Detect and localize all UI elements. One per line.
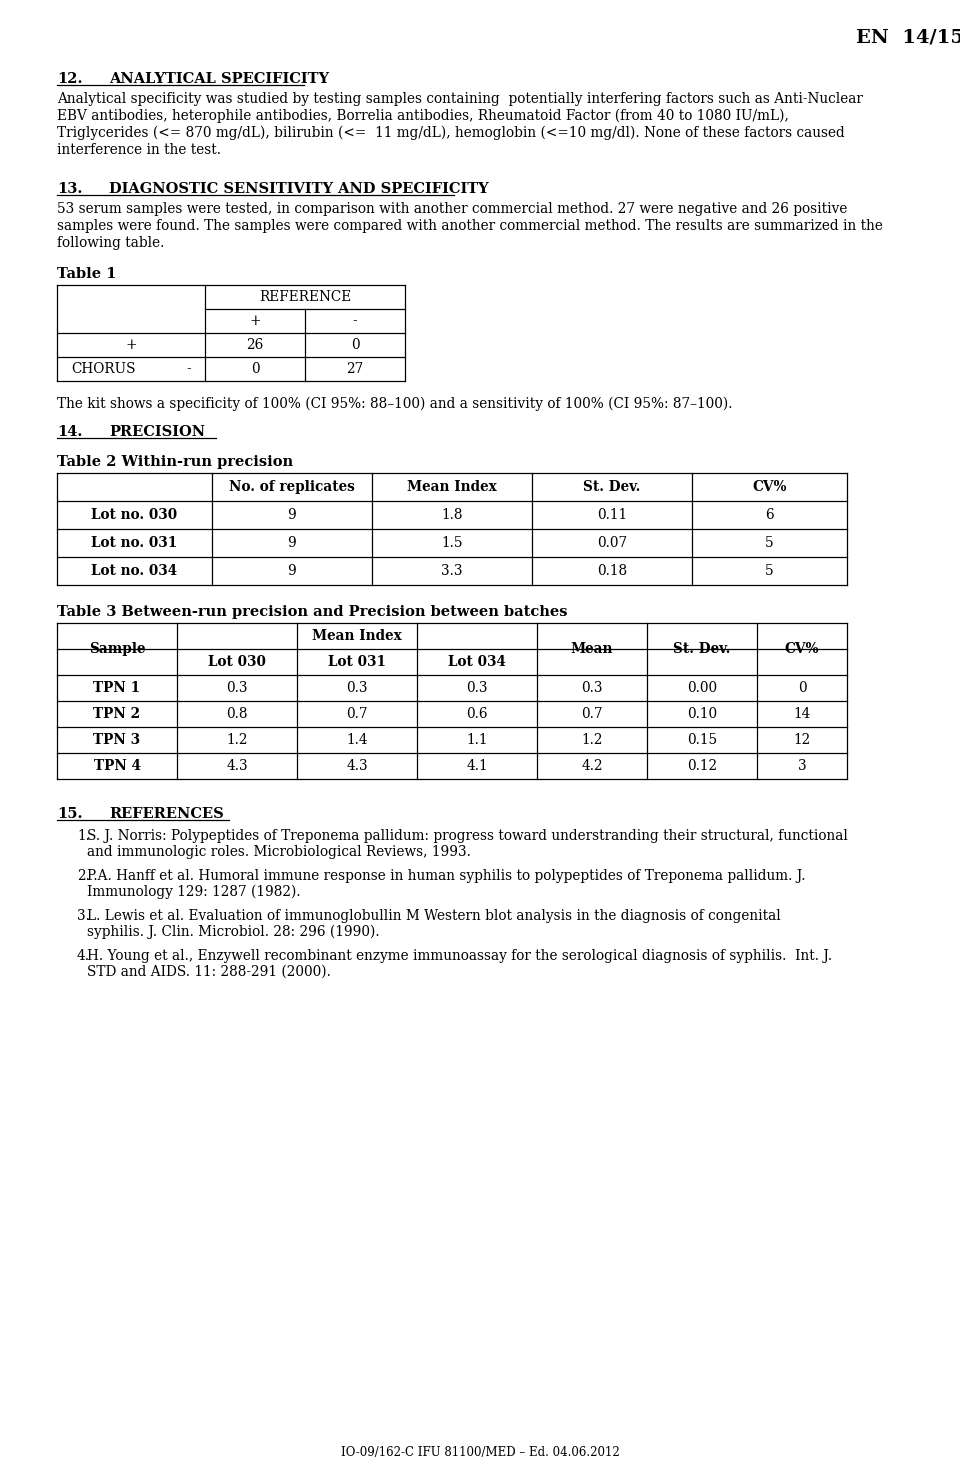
Text: 0.7: 0.7 xyxy=(581,707,603,721)
Text: 0.3: 0.3 xyxy=(467,682,488,695)
Text: samples were found. The samples were compared with another commercial method. Th: samples were found. The samples were com… xyxy=(57,218,883,233)
Text: REFERENCES: REFERENCES xyxy=(109,806,224,821)
Text: 2.: 2. xyxy=(77,869,90,883)
Text: TPN 4: TPN 4 xyxy=(93,759,140,773)
Text: 0.3: 0.3 xyxy=(347,682,368,695)
Text: Mean Index: Mean Index xyxy=(407,479,497,494)
Text: ANALYTICAL SPECIFICITY: ANALYTICAL SPECIFICITY xyxy=(109,72,329,86)
Text: St. Dev.: St. Dev. xyxy=(584,479,640,494)
Text: -: - xyxy=(186,362,191,375)
Text: S. J. Norris: Polypeptides of Treponema pallidum: progress toward understranding: S. J. Norris: Polypeptides of Treponema … xyxy=(87,828,848,843)
Text: P.A. Hanff et al. Humoral immune response in human syphilis to polypeptides of T: P.A. Hanff et al. Humoral immune respons… xyxy=(87,869,805,883)
Text: and immunologic roles. Microbiological Reviews, 1993.: and immunologic roles. Microbiological R… xyxy=(87,844,470,859)
Text: 4.3: 4.3 xyxy=(227,759,248,773)
Text: 0.11: 0.11 xyxy=(597,509,627,522)
Text: 1.1: 1.1 xyxy=(467,733,488,748)
Text: Lot no. 034: Lot no. 034 xyxy=(91,564,178,578)
Text: 9: 9 xyxy=(288,537,297,550)
Text: Analytical specificity was studied by testing samples containing  potentially in: Analytical specificity was studied by te… xyxy=(57,92,863,106)
Text: 0: 0 xyxy=(350,339,359,352)
Text: 0: 0 xyxy=(798,682,806,695)
Text: syphilis. J. Clin. Microbiol. 28: 296 (1990).: syphilis. J. Clin. Microbiol. 28: 296 (1… xyxy=(87,925,379,940)
Text: St. Dev.: St. Dev. xyxy=(673,642,731,655)
Text: interference in the test.: interference in the test. xyxy=(57,144,221,157)
Text: 9: 9 xyxy=(288,509,297,522)
Text: Lot no. 030: Lot no. 030 xyxy=(91,509,178,522)
Text: 3.3: 3.3 xyxy=(442,564,463,578)
Text: Immunology 129: 1287 (1982).: Immunology 129: 1287 (1982). xyxy=(87,885,300,899)
Text: 0.00: 0.00 xyxy=(687,682,717,695)
Text: 0.18: 0.18 xyxy=(597,564,627,578)
Text: STD and AIDS. 11: 288-291 (2000).: STD and AIDS. 11: 288-291 (2000). xyxy=(87,965,331,979)
Text: Mean: Mean xyxy=(571,642,613,655)
Text: 12: 12 xyxy=(793,733,810,748)
Text: CV%: CV% xyxy=(753,479,787,494)
Text: PRECISION: PRECISION xyxy=(109,425,205,438)
Text: IO-09/162-C IFU 81100/MED – Ed. 04.06.2012: IO-09/162-C IFU 81100/MED – Ed. 04.06.20… xyxy=(341,1445,619,1459)
Text: 4.3: 4.3 xyxy=(347,759,368,773)
Text: 1.2: 1.2 xyxy=(227,733,248,748)
Text: CHORUS: CHORUS xyxy=(71,362,135,375)
Text: Mean Index: Mean Index xyxy=(312,629,402,644)
Text: 0.7: 0.7 xyxy=(347,707,368,721)
Text: Triglycerides (<= 870 mg/dL), bilirubin (<=  11 mg/dL), hemoglobin (<=10 mg/dl).: Triglycerides (<= 870 mg/dL), bilirubin … xyxy=(57,126,845,141)
Text: 1.5: 1.5 xyxy=(442,537,463,550)
Text: H. Young et al., Enzywell recombinant enzyme immunoassay for the serological dia: H. Young et al., Enzywell recombinant en… xyxy=(87,949,832,963)
Text: 0.10: 0.10 xyxy=(687,707,717,721)
Text: 0.6: 0.6 xyxy=(467,707,488,721)
Text: 9: 9 xyxy=(288,564,297,578)
Text: 5: 5 xyxy=(765,564,774,578)
Text: TPN 3: TPN 3 xyxy=(93,733,140,748)
Text: Table 3 Between-run precision and Precision between batches: Table 3 Between-run precision and Precis… xyxy=(57,605,567,619)
Text: 4.1: 4.1 xyxy=(467,759,488,773)
Text: 1.8: 1.8 xyxy=(442,509,463,522)
Text: REFERENCE: REFERENCE xyxy=(259,290,351,303)
Text: 14: 14 xyxy=(793,707,810,721)
Text: 1.: 1. xyxy=(77,828,90,843)
Text: Table 1: Table 1 xyxy=(57,267,116,281)
Text: Lot 030: Lot 030 xyxy=(208,655,266,668)
Text: EBV antibodies, heterophile antibodies, Borrelia antibodies, Rheumatoid Factor (: EBV antibodies, heterophile antibodies, … xyxy=(57,108,789,123)
Text: 53 serum samples were tested, in comparison with another commercial method. 27 w: 53 serum samples were tested, in compari… xyxy=(57,202,848,216)
Text: 0.15: 0.15 xyxy=(687,733,717,748)
Text: 0: 0 xyxy=(251,362,259,375)
Text: 0.07: 0.07 xyxy=(597,537,627,550)
Text: 15.: 15. xyxy=(57,806,83,821)
Text: No. of replicates: No. of replicates xyxy=(229,479,355,494)
Text: Lot no. 031: Lot no. 031 xyxy=(91,537,178,550)
Text: Sample: Sample xyxy=(88,642,145,655)
Text: L. Lewis et al. Evaluation of immunoglobullin M Western blot analysis in the dia: L. Lewis et al. Evaluation of immunoglob… xyxy=(87,909,780,924)
Text: 4.: 4. xyxy=(77,949,90,963)
Text: The kit shows a specificity of 100% (CI 95%: 88–100) and a sensitivity of 100% (: The kit shows a specificity of 100% (CI … xyxy=(57,397,732,412)
Text: Lot 031: Lot 031 xyxy=(328,655,386,668)
Text: -: - xyxy=(352,314,357,328)
Text: 13.: 13. xyxy=(57,182,83,196)
Text: 0.12: 0.12 xyxy=(687,759,717,773)
Text: 4.2: 4.2 xyxy=(581,759,603,773)
Text: 1.2: 1.2 xyxy=(581,733,603,748)
Text: Table 2 Within-run precision: Table 2 Within-run precision xyxy=(57,454,293,469)
Text: 5: 5 xyxy=(765,537,774,550)
Text: Lot 034: Lot 034 xyxy=(448,655,506,668)
Text: TPN 2: TPN 2 xyxy=(93,707,140,721)
Text: TPN 1: TPN 1 xyxy=(93,682,140,695)
Text: +: + xyxy=(250,314,261,328)
Text: 6: 6 xyxy=(765,509,774,522)
Text: following table.: following table. xyxy=(57,236,164,251)
Text: 1.4: 1.4 xyxy=(347,733,368,748)
Text: 0.3: 0.3 xyxy=(581,682,603,695)
Text: 0.3: 0.3 xyxy=(227,682,248,695)
Text: +: + xyxy=(125,339,136,352)
Text: 27: 27 xyxy=(347,362,364,375)
Text: 3.: 3. xyxy=(77,909,90,924)
Text: 0.8: 0.8 xyxy=(227,707,248,721)
Text: DIAGNOSTIC SENSITIVITY AND SPECIFICITY: DIAGNOSTIC SENSITIVITY AND SPECIFICITY xyxy=(109,182,489,196)
Text: 14.: 14. xyxy=(57,425,83,438)
Text: EN  14/15: EN 14/15 xyxy=(856,28,960,45)
Text: 3: 3 xyxy=(798,759,806,773)
Text: CV%: CV% xyxy=(784,642,819,655)
Text: 12.: 12. xyxy=(57,72,83,86)
Text: 26: 26 xyxy=(247,339,264,352)
